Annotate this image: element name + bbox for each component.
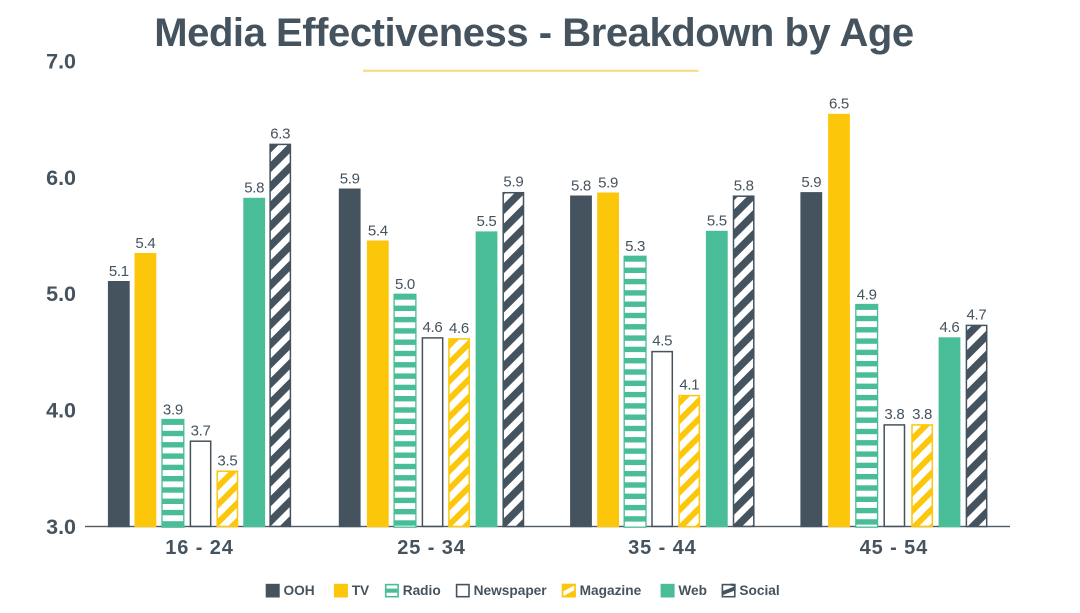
- svg-text:6.3: 6.3: [270, 126, 290, 143]
- svg-text:4.7: 4.7: [967, 306, 987, 323]
- svg-text:3.7: 3.7: [191, 422, 211, 439]
- svg-text:3.8: 3.8: [912, 406, 932, 423]
- svg-text:5.1: 5.1: [109, 263, 129, 280]
- svg-text:4.5: 4.5: [652, 333, 672, 350]
- svg-text:5.4: 5.4: [135, 235, 155, 252]
- svg-text:3.5: 3.5: [217, 452, 237, 469]
- svg-text:5.0: 5.0: [395, 276, 415, 293]
- svg-text:25 - 34: 25 - 34: [397, 537, 466, 559]
- svg-text:4.6: 4.6: [940, 319, 960, 336]
- svg-text:6.5: 6.5: [829, 96, 849, 113]
- svg-text:3.8: 3.8: [884, 406, 904, 423]
- svg-text:Media Effectiveness - Breakdow: Media Effectiveness - Breakdown by Age: [154, 11, 913, 55]
- svg-text:5.9: 5.9: [340, 170, 360, 187]
- svg-text:Radio: Radio: [403, 583, 441, 598]
- svg-text:5.9: 5.9: [801, 174, 821, 191]
- svg-text:4.6: 4.6: [423, 319, 443, 336]
- svg-text:TV: TV: [352, 583, 370, 598]
- svg-text:16 - 24: 16 - 24: [165, 537, 234, 559]
- svg-text:Web: Web: [678, 583, 707, 598]
- svg-text:OOH: OOH: [284, 583, 315, 598]
- svg-text:5.3: 5.3: [625, 238, 645, 255]
- svg-text:5.5: 5.5: [707, 213, 727, 230]
- svg-text:4.1: 4.1: [679, 377, 699, 394]
- svg-text:3.9: 3.9: [163, 401, 183, 418]
- svg-text:Magazine: Magazine: [580, 583, 642, 598]
- svg-text:Social: Social: [739, 583, 779, 598]
- svg-text:5.4: 5.4: [368, 222, 388, 239]
- svg-text:5.8: 5.8: [734, 177, 754, 194]
- svg-text:5.8: 5.8: [244, 180, 264, 197]
- svg-text:5.8: 5.8: [571, 177, 591, 194]
- svg-text:4.9: 4.9: [857, 286, 877, 303]
- svg-text:4.6: 4.6: [449, 320, 469, 337]
- svg-text:5.9: 5.9: [598, 174, 618, 191]
- svg-text:Newspaper: Newspaper: [474, 583, 548, 598]
- svg-text:45 - 54: 45 - 54: [860, 537, 929, 559]
- svg-text:5.5: 5.5: [477, 213, 497, 230]
- svg-text:35 - 44: 35 - 44: [628, 537, 697, 559]
- svg-text:6.0: 6.0: [46, 166, 76, 190]
- svg-text:5.9: 5.9: [503, 174, 523, 191]
- svg-text:4.0: 4.0: [46, 399, 76, 423]
- svg-text:5.0: 5.0: [46, 282, 76, 306]
- svg-text:7.0: 7.0: [46, 50, 76, 74]
- svg-text:3.0: 3.0: [46, 515, 76, 539]
